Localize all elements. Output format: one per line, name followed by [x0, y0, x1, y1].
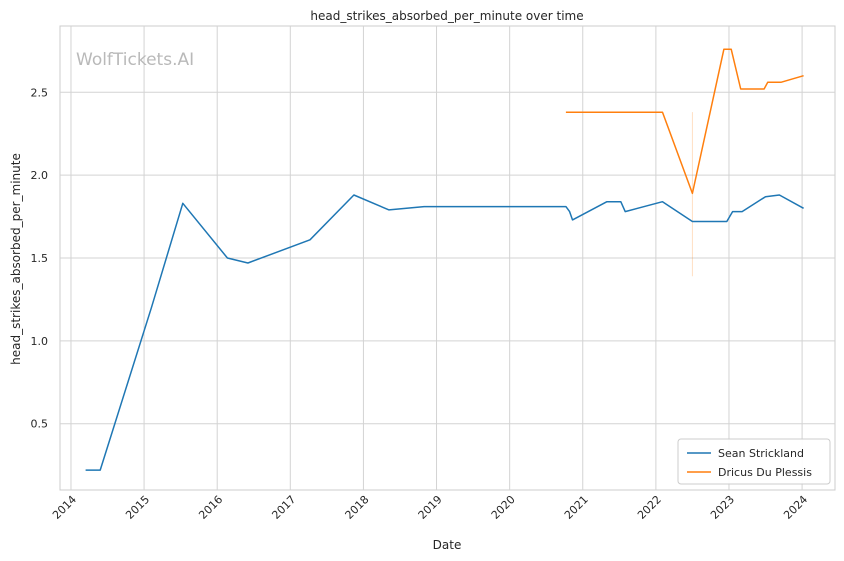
x-tick-label: 2016 [196, 493, 225, 522]
legend-box [677, 438, 831, 485]
y-tick-label: 2.5 [31, 86, 49, 99]
x-tick-label: 2024 [781, 493, 810, 522]
series-lines [85, 48, 804, 471]
y-tick-label: 2.0 [31, 169, 49, 182]
legend-label-sean-strickland: Sean Strickland [718, 447, 804, 460]
x-tick-label: 2014 [50, 493, 79, 522]
x-tick-label: 2020 [489, 493, 518, 522]
x-tick-label: 2021 [562, 493, 591, 522]
y-tick-label: 0.5 [31, 418, 49, 431]
chart-title: head_strikes_absorbed_per_minute over ti… [310, 9, 583, 23]
y-tick-label: 1.0 [31, 335, 49, 348]
y-tick-label: 1.5 [31, 252, 49, 265]
series-line-sean-strickland [85, 194, 804, 471]
series-line-dricus-du-plessis [565, 48, 804, 195]
legend-label-dricus-du-plessis: Dricus Du Plessis [718, 466, 812, 479]
watermark: WolfTickets.AI [76, 50, 194, 70]
legend: Sean Strickland Dricus Du Plessis [677, 438, 831, 485]
x-axis-label: Date [433, 538, 462, 552]
y-axis-ticks: 0.5 1.0 1.5 2.0 2.5 [31, 86, 49, 430]
x-tick-label: 2019 [416, 493, 445, 522]
x-tick-label: 2015 [123, 493, 152, 522]
grid-lines [60, 26, 835, 490]
y-axis-label: head_strikes_absorbed_per_minute [9, 153, 23, 365]
x-tick-label: 2017 [269, 493, 298, 522]
x-tick-label: 2018 [343, 493, 372, 522]
x-tick-label: 2023 [708, 493, 737, 522]
x-axis-ticks: 2014 2015 2016 2017 2018 2019 2020 2021 2022 2023… [50, 493, 810, 522]
x-tick-label: 2022 [635, 493, 664, 522]
